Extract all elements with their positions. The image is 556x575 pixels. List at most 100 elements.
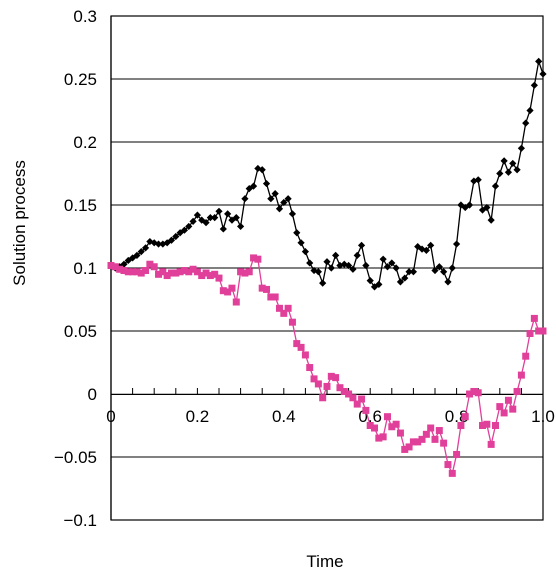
data-point: [327, 372, 335, 380]
data-point: [258, 166, 266, 174]
data-point: [526, 330, 534, 338]
data-point: [133, 268, 141, 276]
data-point: [120, 267, 128, 275]
data-point: [116, 265, 124, 273]
data-point: [461, 413, 469, 421]
data-point: [284, 195, 292, 203]
data-point: [435, 427, 443, 435]
data-point: [142, 267, 150, 275]
data-point: [422, 246, 430, 254]
data-point: [301, 351, 309, 359]
data-point: [371, 424, 379, 432]
data-point: [444, 461, 452, 469]
data-point: [383, 263, 392, 271]
y-tick-label: 0.1: [73, 259, 97, 278]
data-point: [461, 203, 469, 212]
data-point: [366, 277, 374, 285]
data-point: [375, 434, 383, 442]
data-point: [500, 409, 508, 417]
data-point: [271, 293, 279, 301]
data-point: [513, 166, 521, 174]
data-point: [444, 278, 452, 286]
data-point: [280, 198, 288, 207]
data-point: [263, 285, 271, 293]
data-point: [224, 210, 232, 218]
data-point: [314, 268, 322, 276]
data-point: [146, 260, 154, 268]
data-point: [301, 248, 309, 256]
data-point: [185, 268, 193, 276]
y-tick-label: 0.15: [64, 196, 97, 215]
data-point: [172, 269, 180, 277]
data-point: [513, 387, 521, 395]
data-point: [358, 395, 366, 403]
data-point: [509, 405, 517, 413]
data-point: [137, 248, 145, 256]
data-point: [401, 445, 409, 453]
data-point: [431, 435, 439, 443]
data-point: [237, 222, 245, 231]
data-point: [414, 242, 422, 251]
y-tick-label: −0.1: [63, 511, 97, 530]
series-2-line: [110, 257, 543, 476]
data-point: [500, 157, 508, 165]
data-point: [491, 182, 500, 190]
x-axis-title: Time: [306, 552, 343, 571]
data-point: [232, 214, 240, 222]
data-point: [478, 206, 487, 214]
data-point: [405, 443, 413, 451]
x-tick-label: 0.2: [186, 407, 210, 426]
data-point: [465, 201, 474, 209]
data-point: [202, 269, 210, 277]
data-point: [241, 269, 249, 277]
y-tick-label: 0: [88, 385, 97, 404]
data-point: [189, 217, 197, 225]
x-tick-label: 1.0: [531, 407, 555, 426]
data-point: [440, 268, 448, 276]
data-point: [189, 265, 197, 273]
data-point: [409, 438, 417, 446]
data-point: [474, 389, 482, 397]
data-point: [496, 169, 504, 178]
gridlines: [111, 78, 543, 458]
data-point: [129, 254, 137, 262]
data-point: [129, 268, 137, 276]
data-point: [206, 214, 214, 222]
data-point: [254, 255, 262, 263]
data-point: [293, 340, 301, 348]
data-point: [349, 394, 357, 402]
data-point: [198, 272, 206, 280]
data-point: [353, 251, 361, 259]
data-point: [323, 258, 331, 266]
y-tick-label: 0.25: [64, 70, 97, 89]
data-point: [504, 168, 513, 176]
data-point: [306, 259, 314, 267]
data-point: [491, 422, 499, 429]
data-point: [219, 225, 227, 233]
data-point: [159, 268, 167, 276]
data-point: [211, 214, 219, 222]
y-tick-label: 0.3: [73, 7, 97, 26]
series: [107, 57, 547, 477]
data-point: [496, 403, 504, 411]
data-point: [284, 304, 292, 312]
data-point: [280, 309, 288, 317]
data-point: [504, 396, 512, 404]
data-point: [448, 264, 456, 272]
data-point: [172, 232, 180, 241]
data-point: [202, 219, 210, 227]
data-point: [163, 272, 171, 280]
data-point: [206, 272, 214, 280]
data-point: [396, 278, 405, 286]
data-point: [479, 422, 487, 429]
data-point: [314, 380, 322, 388]
data-point: [232, 298, 240, 306]
data-point: [470, 387, 478, 395]
data-point: [535, 327, 543, 335]
data-point: [422, 430, 430, 438]
data-point: [418, 245, 426, 253]
data-point: [530, 81, 538, 89]
data-point: [392, 420, 400, 428]
data-point: [453, 450, 461, 458]
data-point: [388, 259, 396, 267]
